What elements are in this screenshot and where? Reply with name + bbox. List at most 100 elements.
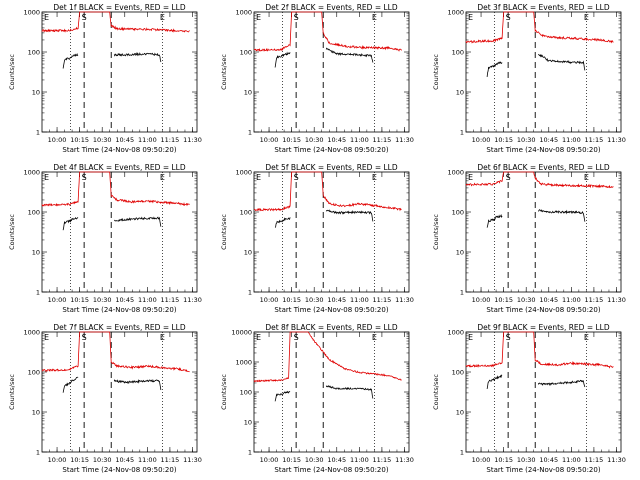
plot-frame <box>465 171 622 293</box>
x-tick-label: 11:30 <box>607 136 626 144</box>
event-marker-label: S <box>82 333 87 342</box>
lld-series-line <box>253 331 402 383</box>
x-tick-label: 10:00 <box>48 136 67 144</box>
event-marker-label: S <box>506 13 511 22</box>
event-marker-label: S <box>506 173 511 182</box>
x-tick-label: 10:30 <box>93 136 112 144</box>
event-marker-label: S <box>506 333 511 342</box>
lld-series-line <box>41 11 190 33</box>
x-tick-label: 10:45 <box>115 456 134 464</box>
y-tick-label: 1000 <box>447 9 464 17</box>
x-tick-label: 11:30 <box>607 456 626 464</box>
x-tick-label: 11:15 <box>161 296 180 304</box>
y-axis-label: Counts/sec <box>220 214 228 250</box>
y-tick-label: 1000 <box>235 359 252 367</box>
x-tick-label: 10:15 <box>494 456 513 464</box>
event-marker-label: E <box>584 13 589 22</box>
y-tick-label: 100 <box>452 209 464 217</box>
y-tick-label: 10 <box>244 249 252 257</box>
y-tick-label: 100 <box>240 209 252 217</box>
y-axis-label: Counts/sec <box>220 374 228 410</box>
panel-title: Det 9f BLACK = Events, RED = LLD <box>477 323 610 332</box>
y-tick-label: 100 <box>28 49 40 57</box>
panel-title: Det 3f BLACK = Events, RED = LLD <box>477 3 610 12</box>
y-axis-label: Counts/sec <box>432 374 440 410</box>
y-tick-label: 1 <box>248 449 252 457</box>
lld-series-line <box>41 331 190 373</box>
x-tick-label: 11:00 <box>138 136 157 144</box>
y-tick-label: 10 <box>456 409 464 417</box>
events-series-line <box>62 52 162 69</box>
plot-frame <box>465 11 622 133</box>
x-tick-label: 11:30 <box>395 136 414 144</box>
event-marker-label: S <box>294 173 299 182</box>
panel-title: Det 1f BLACK = Events, RED = LLD <box>53 3 186 12</box>
event-marker-label: S <box>294 333 299 342</box>
x-tick-label: 11:00 <box>350 136 369 144</box>
y-tick-label: 1 <box>248 129 252 137</box>
x-tick-label: 10:30 <box>305 296 324 304</box>
x-tick-label: 11:30 <box>607 296 626 304</box>
x-tick-label: 10:15 <box>70 136 89 144</box>
x-tick-label: 11:30 <box>395 296 414 304</box>
lld-series-line <box>253 171 402 212</box>
event-marker-label: E <box>468 333 473 342</box>
x-tick-label: 10:00 <box>260 136 279 144</box>
x-tick-label: 10:45 <box>539 456 558 464</box>
x-axis-label: Start Time (24-Nov-08 09:50:20) <box>62 466 176 474</box>
x-tick-label: 11:15 <box>585 296 604 304</box>
event-marker-label: E <box>44 173 49 182</box>
x-tick-label: 10:15 <box>70 456 89 464</box>
x-tick-label: 10:30 <box>93 456 112 464</box>
plot-frame <box>41 11 198 133</box>
x-axis-label: Start Time (24-Nov-08 09:50:20) <box>274 146 388 154</box>
event-marker-label: E <box>160 173 165 182</box>
y-tick-label: 1000 <box>447 169 464 177</box>
event-marker-label: E <box>372 333 377 342</box>
y-tick-label: 10 <box>32 409 40 417</box>
y-tick-label: 1000 <box>23 169 40 177</box>
y-tick-label: 1 <box>36 289 40 297</box>
panel-7: Det 7f BLACK = Events, RED = LLD 1 10 100 10… <box>8 323 202 474</box>
x-tick-label: 10:15 <box>494 136 513 144</box>
x-axis-label: Start Time (24-Nov-08 09:50:20) <box>274 306 388 314</box>
x-axis-label: Start Time (24-Nov-08 09:50:20) <box>274 466 388 474</box>
x-tick-label: 11:15 <box>373 136 392 144</box>
events-series-line <box>486 53 586 77</box>
panel-title: Det 4f BLACK = Events, RED = LLD <box>53 163 186 172</box>
y-axis-label: Counts/sec <box>432 214 440 250</box>
x-tick-label: 11:30 <box>183 296 202 304</box>
x-axis-label: Start Time (24-Nov-08 09:50:20) <box>486 466 600 474</box>
x-tick-label: 11:00 <box>350 456 369 464</box>
x-axis-label: Start Time (24-Nov-08 09:50:20) <box>486 146 600 154</box>
y-tick-label: 10 <box>32 249 40 257</box>
x-tick-label: 10:30 <box>517 296 536 304</box>
x-tick-label: 11:30 <box>183 136 202 144</box>
x-tick-label: 11:15 <box>585 456 604 464</box>
y-axis-label: Counts/sec <box>432 54 440 90</box>
event-marker-label: E <box>44 13 49 22</box>
y-tick-label: 1000 <box>23 9 40 17</box>
x-tick-label: 10:30 <box>305 136 324 144</box>
x-axis-label: Start Time (24-Nov-08 09:50:20) <box>62 146 176 154</box>
y-tick-label: 10 <box>456 89 464 97</box>
event-marker-label: E <box>44 333 49 342</box>
event-marker-label: E <box>372 173 377 182</box>
plot-frame <box>465 331 622 453</box>
event-marker-label: E <box>372 13 377 22</box>
y-tick-label: 1 <box>36 449 40 457</box>
x-tick-label: 10:30 <box>517 456 536 464</box>
x-axis-label: Start Time (24-Nov-08 09:50:20) <box>62 306 176 314</box>
y-tick-label: 1 <box>460 449 464 457</box>
y-tick-label: 10 <box>244 89 252 97</box>
plot-frame <box>41 331 198 453</box>
event-marker-label: E <box>584 173 589 182</box>
y-tick-label: 10 <box>456 249 464 257</box>
lld-series-line <box>465 331 614 369</box>
y-tick-label: 10000 <box>231 329 252 337</box>
y-tick-label: 10 <box>244 419 252 427</box>
y-tick-label: 100 <box>28 369 40 377</box>
event-marker-label: E <box>160 13 165 22</box>
event-marker-label: E <box>468 13 473 22</box>
